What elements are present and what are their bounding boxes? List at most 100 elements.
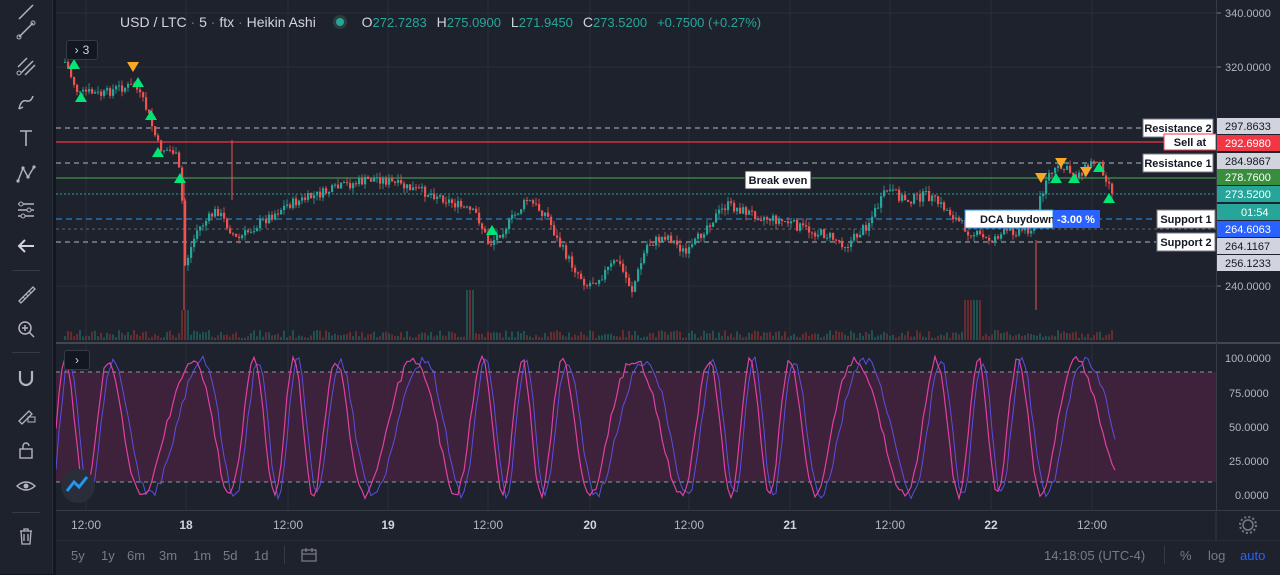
indicators-count: 3 (82, 43, 90, 57)
annotation-break-even[interactable]: Break even (744, 170, 812, 190)
brush-icon[interactable] (10, 86, 42, 118)
price-tick: 340.0000 (1225, 8, 1271, 20)
annotation-sell-at[interactable]: Sell at (1163, 133, 1217, 151)
legend-exchange: ftx (219, 14, 235, 30)
timeframe-5d[interactable]: 5d (223, 548, 238, 563)
timeframe-5y[interactable]: 5y (71, 548, 85, 563)
chevron-right-icon: › (74, 43, 79, 57)
badge-countdown: 01:54 (1241, 207, 1269, 219)
legend-chart-style: Heikin Ashi (246, 14, 316, 30)
annotation-support-2[interactable]: Support 2 (1156, 232, 1216, 252)
legend-close: 273.5200 (592, 15, 648, 30)
svg-text:Resistance 2: Resistance 2 (1144, 123, 1211, 135)
oscillator-main-line (55, 354, 1116, 501)
time-label: 20 (583, 518, 597, 532)
settings-gear-icon[interactable] (1239, 516, 1257, 534)
pattern-icon[interactable] (10, 158, 42, 190)
price-tick: 240.0000 (1225, 281, 1271, 293)
badge-sell-at: 292.6980 (1225, 138, 1271, 150)
auto-scale-toggle[interactable]: auto (1240, 548, 1266, 563)
badge-support-1: 264.1167 (1225, 241, 1270, 253)
price-axis[interactable]: 340.0000 320.0000 240.0000 297.8633 292.… (1216, 0, 1280, 510)
annotation-support-1[interactable]: Support 1 (1156, 209, 1216, 229)
fib-icon[interactable] (10, 194, 42, 226)
lock-icon[interactable] (10, 434, 42, 466)
legend-high: 275.0900 (446, 15, 501, 30)
timeframe-1m[interactable]: 1m (193, 548, 212, 563)
oscillator-legend-toggle[interactable]: › (64, 350, 90, 370)
zoom-icon[interactable] (10, 313, 42, 345)
time-label: 12:00 (273, 518, 303, 532)
time-label: 12:00 (71, 518, 101, 532)
time-label: 21 (783, 518, 797, 532)
percent-scale-toggle[interactable]: % (1180, 548, 1192, 563)
timeframe-1d[interactable]: 1d (254, 548, 269, 563)
magnet-icon[interactable] (10, 362, 42, 394)
osc-tick: 100.0000 (1225, 353, 1271, 365)
timeframe-1y[interactable]: 1y (101, 548, 115, 563)
market-status-dot (335, 18, 344, 26)
badge-resistance-2: 297.8633 (1225, 121, 1271, 133)
badge-green-level: 278.7600 (1225, 172, 1271, 184)
text-icon[interactable] (10, 122, 42, 154)
tradingview-logo[interactable] (61, 469, 95, 503)
time-label: 12:00 (875, 518, 905, 532)
price-tick: 320.0000 (1225, 62, 1271, 74)
legend-change: +0.7500 (+0.27%) (657, 15, 762, 30)
signal-markers (68, 59, 1115, 235)
legend-symbol[interactable]: USD / LTC (120, 14, 187, 30)
osc-tick: 75.0000 (1229, 388, 1269, 400)
time-label: 18 (179, 518, 193, 532)
cursor-icon[interactable] (10, 0, 42, 26)
time-label: 12:00 (473, 518, 503, 532)
arrow-left-icon[interactable] (10, 230, 42, 262)
timeframe-3m[interactable]: 3m (159, 548, 178, 563)
lock-pencil-icon[interactable] (10, 398, 42, 430)
time-axis[interactable]: 12:00 18 12:00 19 12:00 20 12:00 21 12:0… (56, 510, 1280, 541)
chevron-right-icon: › (75, 353, 79, 367)
svg-text:Resistance 1: Resistance 1 (1144, 158, 1211, 170)
toolbar-divider (12, 512, 40, 513)
osc-tick: 25.0000 (1229, 456, 1269, 468)
pitchfork-icon[interactable] (10, 50, 42, 82)
time-label: 12:00 (674, 518, 704, 532)
svg-text:-3.00 %: -3.00 % (1057, 214, 1095, 226)
svg-text:Support 1: Support 1 (1160, 214, 1211, 226)
bottom-divider (1164, 546, 1165, 564)
time-label: 12:00 (1077, 518, 1107, 532)
volume-bars (64, 290, 1113, 340)
time-label: 22 (984, 518, 998, 532)
badge-buydown: 264.6063 (1225, 224, 1271, 236)
badge-resistance-1: 284.9867 (1225, 156, 1271, 168)
svg-text:Sell at: Sell at (1174, 137, 1207, 149)
toolbar-divider (12, 270, 40, 271)
heikin-ashi-candles (64, 58, 1114, 310)
legend-interval: 5 (199, 14, 207, 30)
annotation-dca-buydown[interactable]: DCA buydown -3.00 % (964, 209, 1100, 229)
chart-legend: USD / LTC · 5 · ftx · Heikin Ashi O272.7… (120, 14, 762, 30)
chart-area[interactable]: Break even DCA buydown -3.00 % Resistanc… (55, 0, 1217, 510)
clock-timezone[interactable]: 14:18:05 (UTC-4) (1044, 548, 1146, 563)
ruler-icon[interactable] (10, 278, 42, 310)
bottom-toolbar (56, 540, 1280, 575)
bottom-divider (284, 546, 285, 564)
timeframe-6m[interactable]: 6m (127, 548, 146, 563)
drawing-toolbar (0, 0, 53, 574)
trend-line-icon[interactable] (10, 14, 42, 46)
svg-text:DCA buydown: DCA buydown (980, 214, 1055, 226)
legend-low: 271.9450 (518, 15, 573, 30)
log-scale-toggle[interactable]: log (1208, 548, 1226, 563)
osc-tick: 50.0000 (1229, 422, 1269, 434)
indicators-toggle[interactable]: › 3 (66, 40, 98, 60)
oscillator-band (56, 372, 1216, 482)
eye-icon[interactable] (10, 470, 42, 502)
trash-icon[interactable] (10, 520, 42, 552)
badge-last-price: 273.5200 (1225, 189, 1271, 201)
annotation-resistance-1[interactable]: Resistance 1 (1142, 153, 1214, 173)
legend-open: 272.7283 (372, 15, 427, 30)
badge-support-2: 256.1233 (1225, 258, 1271, 270)
toolbar-divider (12, 352, 40, 353)
time-label: 19 (381, 518, 395, 532)
date-range-icon[interactable] (300, 546, 318, 569)
chart-canvas[interactable]: Break even DCA buydown -3.00 % Resistanc… (55, 0, 1217, 510)
